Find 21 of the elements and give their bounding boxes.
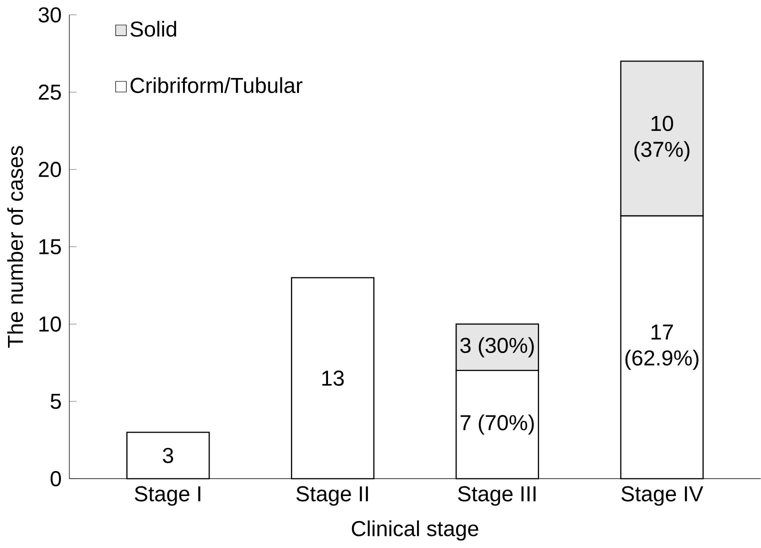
x-tick-label: Stage II bbox=[296, 486, 368, 506]
y-tick-label: 15 bbox=[39, 239, 61, 254]
x-tick-label: Stage I bbox=[134, 486, 200, 506]
x-tick-label: Stage III bbox=[458, 486, 536, 506]
data-label: 3 (30%) bbox=[460, 337, 534, 358]
data-label: 7 (70%) bbox=[460, 414, 534, 435]
y-tick-label: 20 bbox=[38, 162, 61, 178]
y-axis-title: The number of cases bbox=[7, 146, 24, 348]
y-tick-label: 0 bbox=[50, 471, 61, 486]
x-tick-label: Stage IV bbox=[621, 486, 704, 506]
y-tick-label: 30 bbox=[38, 7, 61, 23]
x-axis-title: Clinical stage bbox=[352, 520, 478, 541]
legend-label: Cribriform/Tubular bbox=[130, 77, 302, 94]
y-tick-label: 5 bbox=[50, 394, 61, 410]
data-label: 13 bbox=[322, 370, 344, 386]
data-label: 17 (62.9%) bbox=[625, 324, 698, 370]
legend-label: Solid bbox=[130, 21, 176, 37]
data-label: 10 (37%) bbox=[634, 116, 690, 162]
y-tick-label: 10 bbox=[39, 316, 61, 332]
data-label: 3 bbox=[162, 448, 174, 464]
y-tick-label: 25 bbox=[38, 84, 61, 100]
